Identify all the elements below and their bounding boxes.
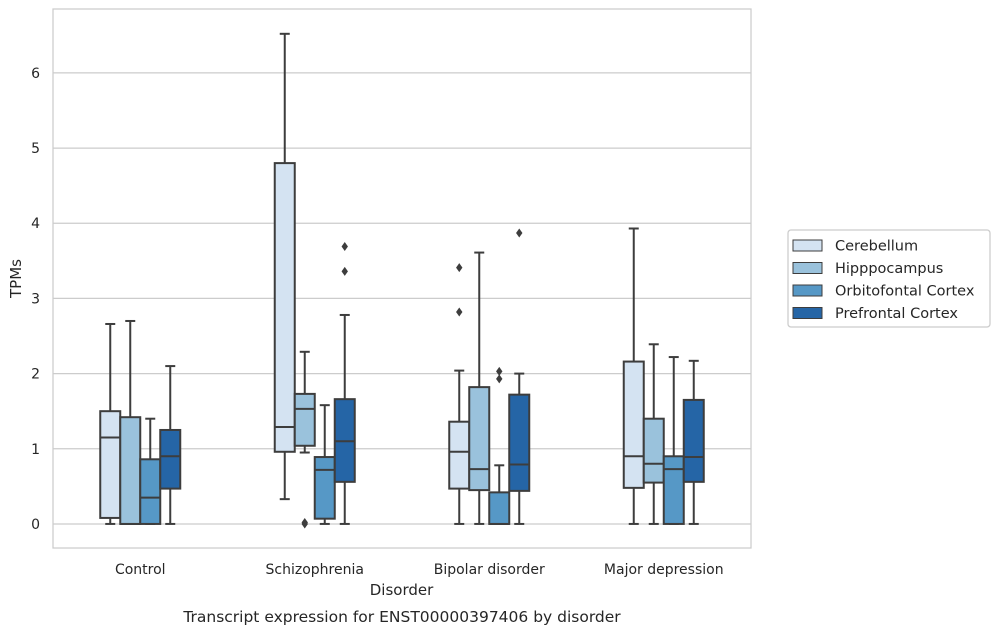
y-tick-label: 2 — [31, 367, 40, 383]
box-hipppocampus — [642, 343, 665, 525]
y-tick-label: 5 — [31, 141, 40, 157]
chart-caption: Transcript expression for ENST0000039740… — [182, 608, 621, 626]
x-tick-label: Control — [115, 562, 166, 578]
box-body — [488, 491, 511, 525]
box-cerebellum — [448, 263, 471, 525]
box-body — [313, 456, 336, 520]
box-prefrontal-cortex — [682, 359, 705, 525]
box-cerebellum — [273, 32, 296, 501]
outlier-point — [496, 374, 503, 384]
box-body — [293, 392, 316, 447]
box-prefrontal-cortex — [159, 365, 182, 525]
box-prefrontal-cortex — [508, 228, 531, 525]
box-cerebellum — [622, 227, 645, 525]
legend-frame — [787, 229, 991, 328]
x-axis-label: Disorder — [370, 581, 434, 599]
outlier-point — [516, 228, 523, 238]
outlier-point — [341, 266, 348, 276]
box-body — [273, 162, 296, 453]
box-hipppocampus — [293, 350, 316, 529]
x-tick-label: Bipolar disorder — [434, 562, 545, 578]
x-tick-labels: Control Schizophrenia Bipolar disorder Majo… — [115, 562, 724, 578]
box-body — [622, 360, 645, 489]
box-orbitofontal-cortex — [139, 417, 162, 525]
y-tick-label: 4 — [31, 216, 40, 232]
outlier-point — [456, 307, 463, 317]
box-orbitofontal-cortex — [313, 404, 336, 525]
outlier-point — [456, 263, 463, 273]
legend-swatch — [792, 239, 823, 252]
y-tick-label: 6 — [31, 66, 40, 82]
box-body — [159, 428, 182, 490]
box-orbitofontal-cortex — [662, 356, 685, 525]
box-body — [119, 416, 142, 525]
box-body — [139, 458, 162, 525]
outlier-point — [496, 366, 503, 376]
legend-swatch — [792, 262, 823, 274]
boxes-layer — [99, 32, 705, 529]
box-body — [642, 417, 665, 484]
y-tick-labels: 0 1 2 3 4 5 6 — [31, 66, 40, 533]
box-prefrontal-cortex — [333, 242, 356, 525]
legend-swatch — [792, 284, 823, 297]
legend-swatch — [792, 307, 823, 319]
plot-frame — [52, 8, 752, 549]
box-orbitofontal-cortex — [488, 366, 511, 525]
box-body — [448, 420, 471, 490]
box-body — [682, 398, 705, 483]
x-tick-label: Major depression — [604, 562, 724, 578]
y-tick-label: 0 — [31, 517, 40, 533]
box-body — [468, 386, 491, 492]
x-tick-label: Schizophrenia — [266, 562, 364, 578]
legend-label: Hipppocampus — [835, 261, 943, 277]
box-body — [508, 393, 531, 492]
y-axis-label: TPMs — [7, 259, 25, 299]
y-tick-label: 1 — [31, 442, 40, 458]
legend: Cerebellum Hipppocampus Orbitofontal Corte… — [787, 229, 991, 328]
legend-label: Prefrontal Cortex — [835, 306, 958, 322]
box-cerebellum — [99, 322, 122, 525]
legend-label: Cerebellum — [835, 239, 918, 255]
box-body — [99, 410, 122, 519]
box-hipppocampus — [468, 251, 491, 525]
box-hipppocampus — [119, 319, 142, 525]
outlier-point — [341, 242, 348, 252]
y-tick-label: 3 — [31, 291, 40, 307]
legend-label: Orbitofontal Cortex — [835, 284, 975, 300]
box-body — [662, 455, 685, 525]
outlier-point — [301, 517, 308, 527]
